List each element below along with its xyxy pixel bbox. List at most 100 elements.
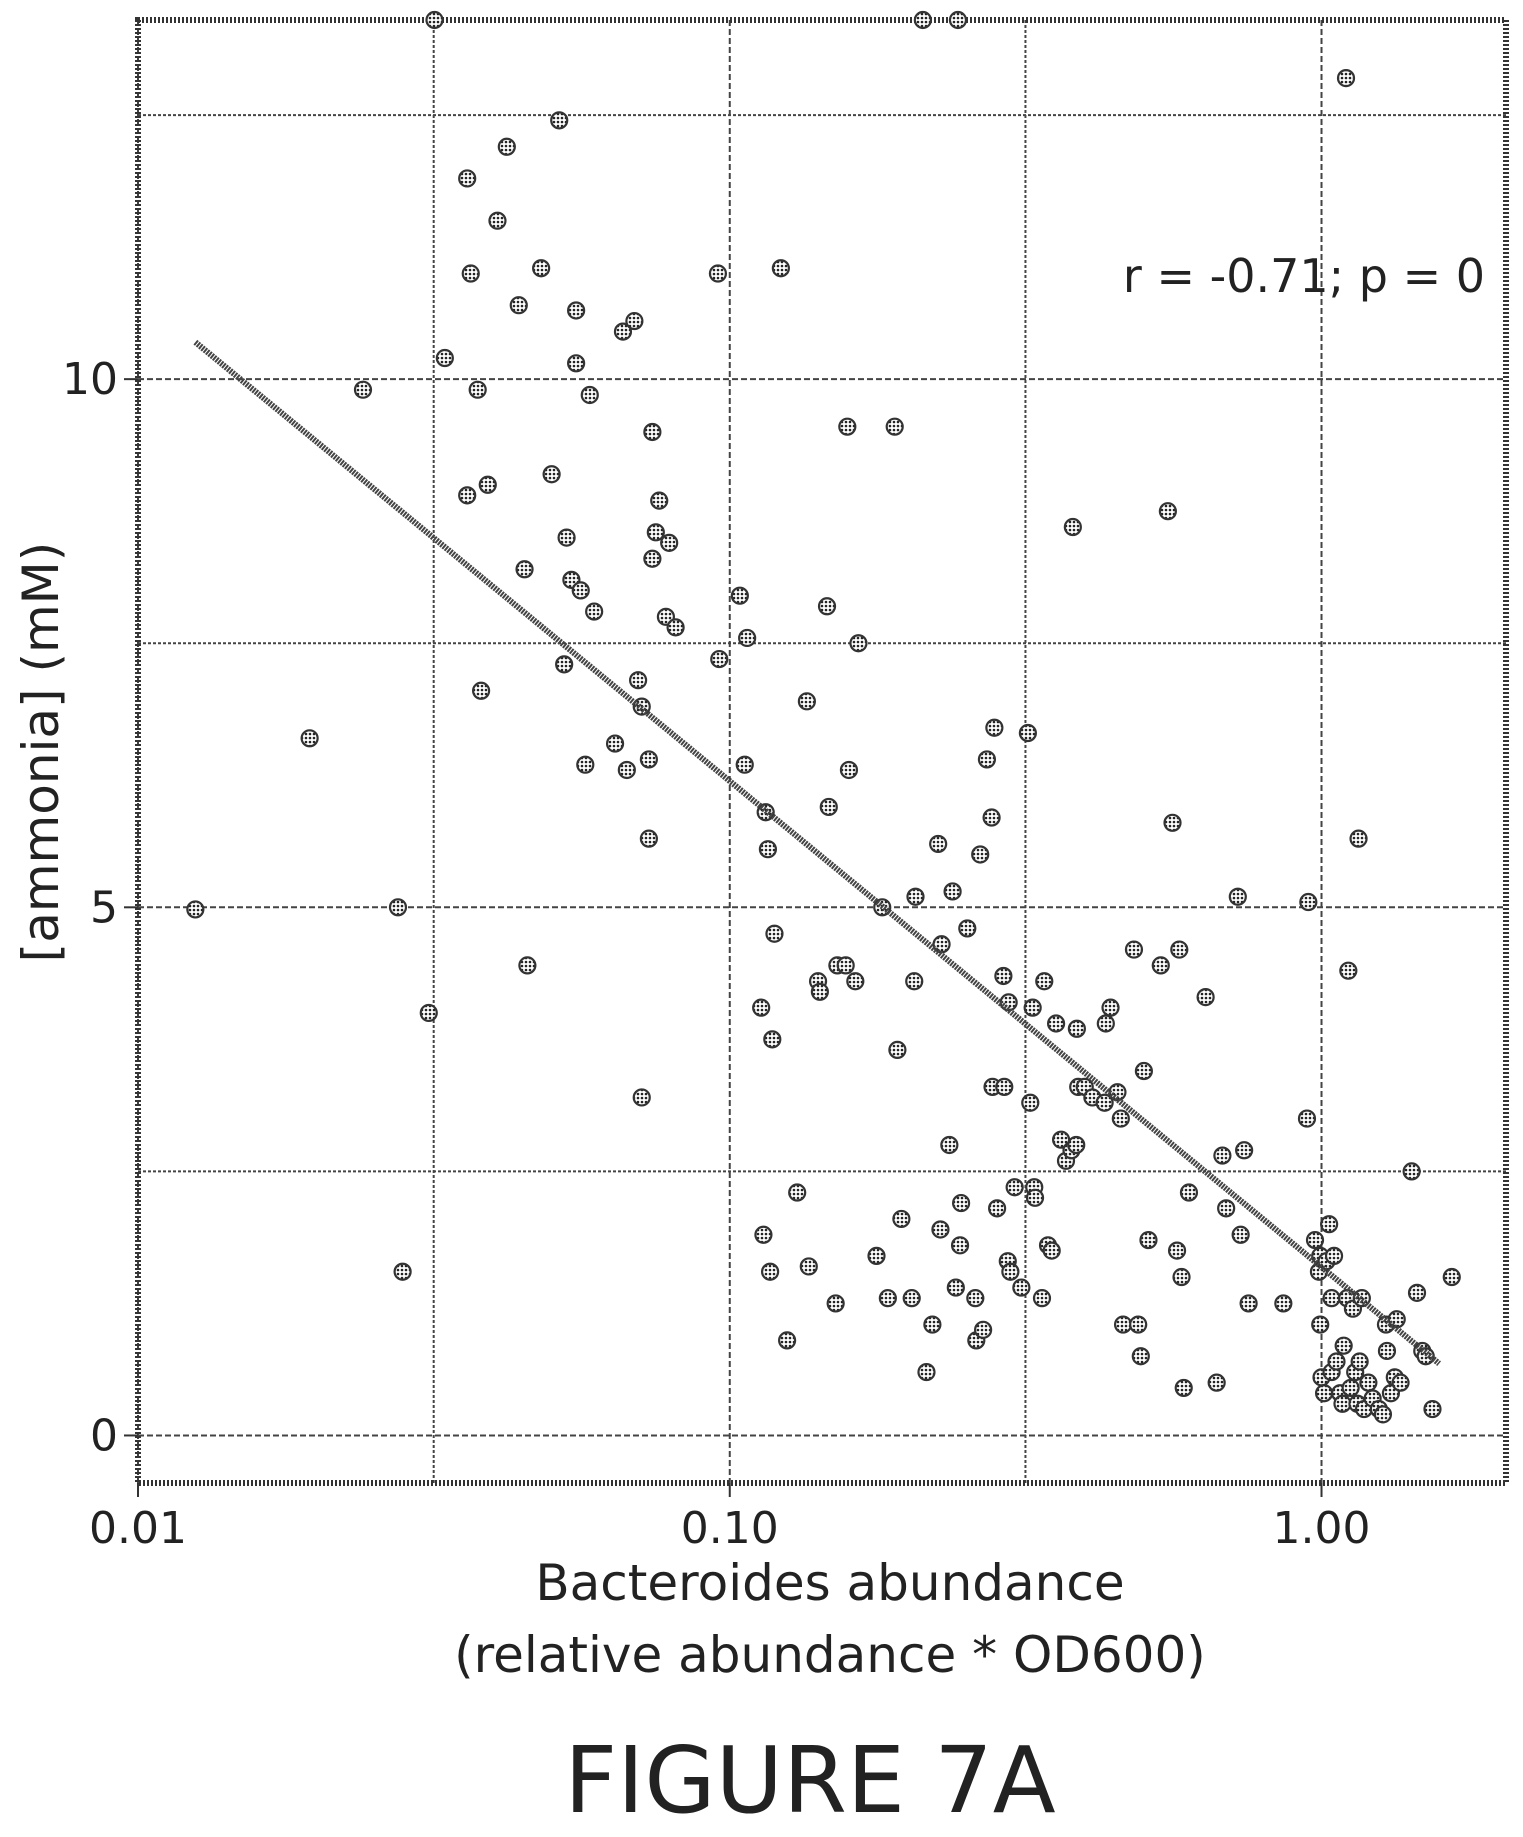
data-point <box>902 1289 921 1308</box>
data-point <box>497 137 516 156</box>
data-point <box>1172 1267 1191 1287</box>
x-axis-title-line-1: Bacteroides abundance <box>535 1554 1124 1612</box>
data-point <box>393 1262 412 1281</box>
x-axis-title-line-2: (relative abundance * OD600) <box>454 1626 1206 1684</box>
data-point <box>532 259 551 278</box>
data-point <box>1179 1183 1199 1202</box>
data-point <box>946 1278 965 1297</box>
regression-line <box>193 339 1441 1366</box>
data-point <box>708 264 728 283</box>
data-point <box>1023 998 1042 1017</box>
data-point <box>660 533 679 552</box>
data-point <box>435 348 454 368</box>
data-point <box>605 734 625 753</box>
data-point <box>1350 1352 1369 1371</box>
data-point <box>1320 1215 1339 1234</box>
data-point <box>1217 1199 1236 1218</box>
data-point <box>518 956 537 975</box>
data-point <box>1387 1310 1406 1329</box>
data-point <box>1339 961 1358 980</box>
data-point <box>846 972 865 991</box>
data-point <box>478 475 497 494</box>
data-point <box>966 1289 985 1308</box>
data-point <box>1046 1014 1066 1033</box>
data-point <box>1314 1384 1334 1403</box>
data-point <box>923 1315 942 1334</box>
data-point <box>1324 1246 1344 1265</box>
data-point <box>730 586 749 605</box>
data-point <box>1163 813 1182 832</box>
data-point <box>738 628 757 648</box>
data-point <box>951 1193 971 1213</box>
data-point <box>1402 1162 1421 1181</box>
data-point <box>982 808 1001 827</box>
data-point <box>550 111 569 130</box>
data-point <box>940 1135 959 1155</box>
data-point <box>643 549 662 568</box>
data-point <box>988 1199 1007 1218</box>
data-point <box>1341 1378 1360 1398</box>
data-point <box>1359 1373 1378 1392</box>
data-point <box>885 417 904 436</box>
data-point <box>878 1289 897 1308</box>
x-tick-label: 0.10 <box>681 1503 779 1554</box>
data-point <box>778 1331 797 1350</box>
data-point <box>1373 1405 1393 1424</box>
data-point <box>1377 1341 1397 1361</box>
data-point <box>1025 1188 1045 1207</box>
data-point <box>761 1262 780 1281</box>
x-tick-labels: 0.01 0.10 1.00 <box>89 1483 1371 1554</box>
x-tick-label: 0.01 <box>89 1503 187 1554</box>
data-point <box>643 422 662 442</box>
data-point <box>585 602 604 621</box>
data-point <box>1095 1093 1114 1112</box>
y-tick-label: 5 <box>90 882 118 933</box>
data-point <box>1001 1262 1020 1281</box>
data-point <box>797 692 816 711</box>
data-point <box>555 655 574 674</box>
y-tick-label: 10 <box>62 354 118 405</box>
data-point <box>1327 1352 1346 1371</box>
data-point <box>995 1077 1014 1096</box>
data-point <box>752 998 771 1017</box>
data-point <box>1170 940 1189 959</box>
data-point <box>913 10 932 30</box>
data-point <box>1311 1315 1330 1334</box>
data-point <box>1032 1289 1052 1308</box>
figure-caption: FIGURE 7A <box>564 1727 1056 1834</box>
data-point <box>1442 1267 1461 1287</box>
data-point <box>666 618 685 637</box>
plot-frame <box>135 17 1509 1486</box>
data-point <box>1063 517 1082 537</box>
data-point <box>542 465 561 484</box>
data-point <box>867 1246 886 1265</box>
data-point <box>1305 1230 1325 1250</box>
data-point <box>1134 1061 1153 1081</box>
data-point <box>468 380 487 399</box>
data-point <box>471 681 491 700</box>
data-point <box>905 972 924 991</box>
y-axis-title: [ammonia] (mM) <box>12 542 70 963</box>
data-point <box>1167 1241 1187 1260</box>
data-point <box>819 797 838 817</box>
data-point <box>1333 1394 1352 1413</box>
data-point <box>1018 723 1037 743</box>
data-point <box>1012 1278 1031 1297</box>
data-point <box>425 10 444 30</box>
data-point <box>509 296 528 315</box>
data-point <box>1139 1230 1158 1250</box>
data-point <box>571 581 590 600</box>
data-point <box>1228 887 1247 906</box>
data-point <box>1231 1225 1250 1244</box>
data-point <box>943 882 962 901</box>
data-point <box>799 1257 818 1276</box>
data-point <box>1096 1014 1115 1033</box>
data-point <box>300 729 319 748</box>
data-point <box>458 486 477 505</box>
data-point <box>186 900 205 919</box>
data-point <box>931 1220 950 1239</box>
data-point <box>613 322 633 341</box>
y-tick-labels: 0 5 10 <box>62 354 138 1461</box>
data-point <box>419 1003 438 1023</box>
